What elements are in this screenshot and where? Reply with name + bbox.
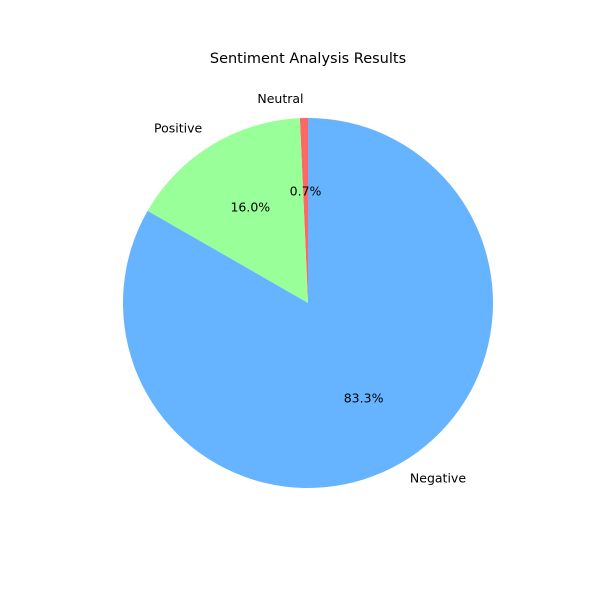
slice-neutral: [299, 118, 308, 303]
label-negative: Negative: [410, 471, 466, 486]
pct-label-positive: 16.0%: [230, 200, 270, 215]
slice-positive: [147, 118, 308, 303]
slice-negative: [122, 118, 494, 488]
pie-slices: [122, 118, 494, 488]
pct-label-neutral: 0.7%: [290, 184, 322, 199]
label-neutral: Neutral: [257, 91, 303, 106]
label-positive: Positive: [154, 121, 202, 136]
pie-labels: Neutral 0.7% Positive 16.0% Negative 83.3%: [154, 91, 466, 486]
pct-label-negative: 83.3%: [344, 391, 384, 406]
chart-title: Sentiment Analysis Results: [210, 51, 406, 67]
